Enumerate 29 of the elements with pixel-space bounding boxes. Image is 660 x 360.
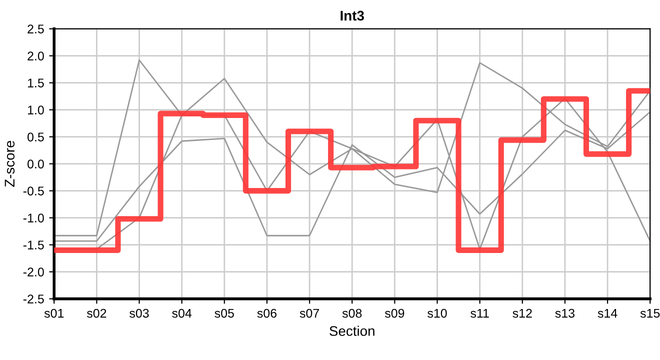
y-tick-label: 2.5 — [28, 24, 44, 34]
x-tick-label: s05 — [214, 308, 234, 318]
y-tick-label: -2.5 — [23, 294, 44, 304]
x-tick-label: s06 — [257, 308, 276, 318]
x-tick-label: s01 — [44, 308, 64, 318]
y-tick-label: 0.0 — [28, 160, 44, 168]
y-tick-label: -2.0 — [23, 268, 44, 276]
x-tick-label: s14 — [598, 308, 618, 318]
x-axis-title: Section — [330, 326, 374, 336]
y-tick-label: -1.5 — [23, 240, 44, 250]
x-tick-label: s02 — [86, 308, 106, 318]
y-tick-label: -0.5 — [23, 186, 44, 196]
x-tick-label: s13 — [555, 308, 574, 318]
y-tick-label: 1.5 — [28, 78, 44, 88]
y-tick-label: -1.0 — [23, 214, 44, 222]
x-tick-label: s11 — [470, 308, 489, 318]
y-tick-label: 2.0 — [28, 52, 44, 60]
y-tick-label: 0.5 — [28, 132, 44, 142]
x-tick-label: s07 — [300, 308, 319, 318]
x-tick-label: s04 — [172, 308, 192, 318]
x-tick-label: s12 — [512, 308, 532, 318]
x-tick-label: s03 — [130, 308, 149, 318]
y-tick-label: 1.0 — [28, 106, 44, 114]
chart-title: Int3 — [340, 10, 364, 21]
x-tick-label: s09 — [384, 308, 404, 318]
x-tick-label: s15 — [640, 308, 660, 318]
y-axis-title: Z-score — [4, 140, 15, 187]
x-tick-label: s08 — [342, 308, 362, 318]
x-tick-label: s10 — [428, 308, 447, 318]
